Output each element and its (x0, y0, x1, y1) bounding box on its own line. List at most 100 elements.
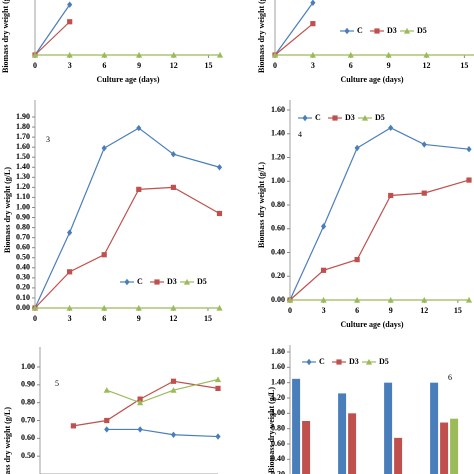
series-line (73, 380, 219, 427)
x-axis-label: Culture age (days) (341, 75, 404, 84)
series-line (34, 127, 220, 309)
x-tick-label: 12 (170, 61, 178, 70)
x-axis-label: Culture age (days) (341, 320, 404, 329)
legend-label: D5 (417, 26, 427, 35)
x-tick-label: 9 (389, 306, 393, 315)
marker (403, 27, 411, 34)
y-tick-label: 0.40 (271, 247, 285, 256)
marker (302, 114, 308, 122)
legend-label: C (315, 113, 321, 122)
y-tick-label: 0.30 (16, 273, 30, 282)
legend-label: D5 (375, 113, 385, 122)
y-tick-label: 0.20 (271, 469, 285, 474)
legend-label: C (319, 357, 325, 366)
legend-label: D5 (197, 277, 207, 286)
y-tick-label: 1.00 (271, 408, 285, 417)
panel: 0 3 6 9 12 15 Culture age (days) Biomass dry we… (257, 0, 474, 84)
x-tick-label: 9 (137, 61, 141, 70)
x-tick-label: 9 (387, 61, 391, 70)
bar (450, 418, 459, 474)
panel-label: 4 (298, 130, 302, 139)
marker (170, 431, 177, 438)
series-line (274, 2, 314, 56)
series-line (289, 179, 470, 301)
marker (214, 376, 222, 383)
y-tick-label: 1.20 (16, 182, 30, 191)
y-tick-label: 0.70 (21, 415, 35, 424)
y-tick-label: 0.70 (16, 232, 30, 241)
y-tick-label: 1.30 (16, 172, 30, 181)
series-line (34, 186, 220, 309)
marker (320, 267, 327, 273)
y-tick-label: 0.60 (16, 243, 30, 252)
x-tick-label: 0 (33, 314, 37, 323)
y-tick-label: 0.20 (271, 271, 285, 280)
y-tick-label: 1.40 (271, 129, 285, 138)
marker (170, 51, 177, 58)
bar (292, 378, 301, 474)
marker (124, 278, 130, 286)
panel-label: 6 (448, 373, 452, 382)
x-tick-label: 15 (204, 61, 212, 70)
y-tick-label: 1.90 (16, 112, 30, 121)
marker (136, 124, 142, 132)
marker (170, 184, 176, 190)
y-tick-label: 1.80 (16, 122, 30, 131)
y-tick-label: 0.20 (16, 283, 30, 292)
y-tick-label: 0.80 (21, 397, 35, 406)
marker (388, 192, 394, 199)
marker (154, 279, 160, 285)
y-tick-label: 0.60 (271, 224, 285, 233)
y-tick-label: 0.40 (16, 263, 30, 272)
y-tick-label: 0.60 (271, 439, 285, 448)
y-axis-label: Biomass dry weight (g/L) (257, 0, 266, 73)
marker (67, 19, 73, 25)
y-tick-label: 1.10 (16, 192, 30, 201)
y-axis-label: Biomass dry weight (g/L) (267, 387, 276, 473)
marker (421, 141, 427, 148)
panel-label: 3 (46, 135, 50, 144)
y-tick-label: 1.40 (271, 377, 285, 386)
legend-label: D5 (379, 357, 389, 366)
x-tick-label: 6 (102, 61, 106, 70)
x-tick-label: 0 (288, 306, 292, 315)
legend-label: D3 (345, 113, 355, 122)
y-axis-label: Biomass dry weight (g/L) (3, 167, 12, 253)
marker (103, 387, 110, 393)
x-tick-label: 12 (420, 306, 428, 315)
marker (137, 396, 143, 402)
y-tick-label: 1.70 (16, 132, 30, 141)
y-tick-label: 0.00 (16, 303, 30, 312)
panel: 0.20 0.40 0.60 0.80 1.00 1.20 1.40 1.60 1.80 Biom… (267, 345, 459, 474)
marker (170, 150, 176, 158)
x-tick-label: 3 (68, 314, 72, 323)
panel-label: 5 (55, 379, 59, 388)
marker (101, 304, 108, 311)
marker (136, 186, 142, 192)
marker (374, 28, 380, 34)
legend-label: D3 (349, 357, 359, 366)
panel: 0 3 6 9 12 15 Culture age (days) Biomass dry we… (1, 0, 224, 84)
bar (348, 413, 357, 474)
marker (67, 1, 73, 8)
marker (336, 359, 342, 365)
marker (170, 387, 177, 393)
series-line (34, 4, 71, 56)
x-tick-label: 6 (355, 306, 359, 315)
marker (466, 177, 472, 183)
marker (216, 51, 224, 58)
y-axis-label: Biomass dry weight (g/L) (257, 162, 266, 248)
y-tick-label: 1.40 (16, 162, 30, 171)
y-axis-label: Biomass dry weight (g/L) (1, 0, 10, 73)
series-line (274, 23, 314, 56)
y-tick-label: 1.20 (271, 393, 285, 402)
marker (347, 51, 354, 58)
y-tick-label: 0.90 (21, 380, 35, 389)
x-tick-label: 3 (68, 61, 72, 70)
marker (101, 144, 107, 152)
marker (388, 124, 394, 132)
x-tick-label: 15 (204, 314, 212, 323)
y-tick-label: 1.20 (271, 152, 285, 161)
x-tick-label: 9 (137, 314, 141, 323)
legend-label: C (137, 277, 143, 286)
